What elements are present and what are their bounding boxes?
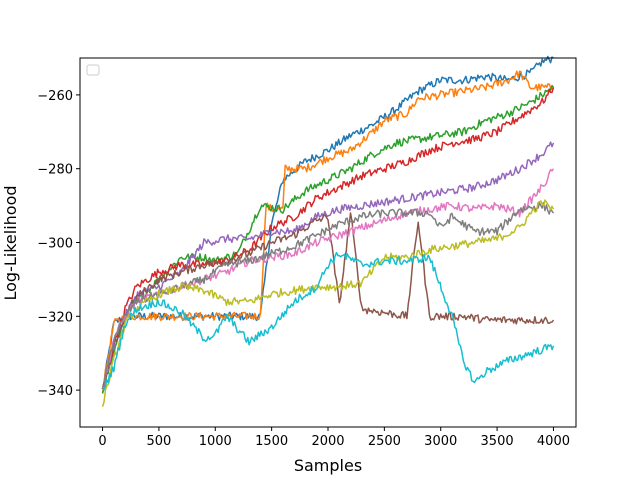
y-tick-label: −300	[37, 237, 73, 252]
series-layer	[101, 55, 555, 407]
series-line-6	[101, 212, 555, 389]
ticks-layer: 0 500 1000 1500 2000 2500 3000 3500 4000 −340 −320…	[37, 89, 570, 449]
series-line-2	[101, 70, 555, 394]
series-line-10	[101, 251, 555, 391]
y-tick-label: −280	[37, 163, 73, 178]
series-line-5	[102, 141, 555, 389]
series-line-4	[101, 87, 555, 390]
x-axis-label: Samples	[294, 456, 362, 475]
y-tick-label: −260	[37, 89, 73, 104]
x-tick-label: 2000	[311, 434, 344, 449]
series-line-3	[101, 84, 555, 394]
x-tick-label: 1500	[255, 434, 288, 449]
x-tick-label: 0	[98, 434, 106, 449]
x-tick-label: 3000	[424, 434, 457, 449]
series-line-9	[101, 199, 555, 407]
plot-area	[80, 58, 576, 427]
y-tick-label: −320	[37, 310, 73, 325]
legend-box	[86, 64, 100, 76]
x-tick-label: 3500	[481, 434, 514, 449]
y-axis-label: Log-Likelihood	[1, 185, 20, 300]
x-tick-label: 500	[146, 434, 171, 449]
x-tick-label: 2500	[368, 434, 401, 449]
y-tick-label: −340	[37, 384, 73, 399]
x-tick-label: 1000	[199, 434, 232, 449]
x-tick-label: 4000	[537, 434, 570, 449]
